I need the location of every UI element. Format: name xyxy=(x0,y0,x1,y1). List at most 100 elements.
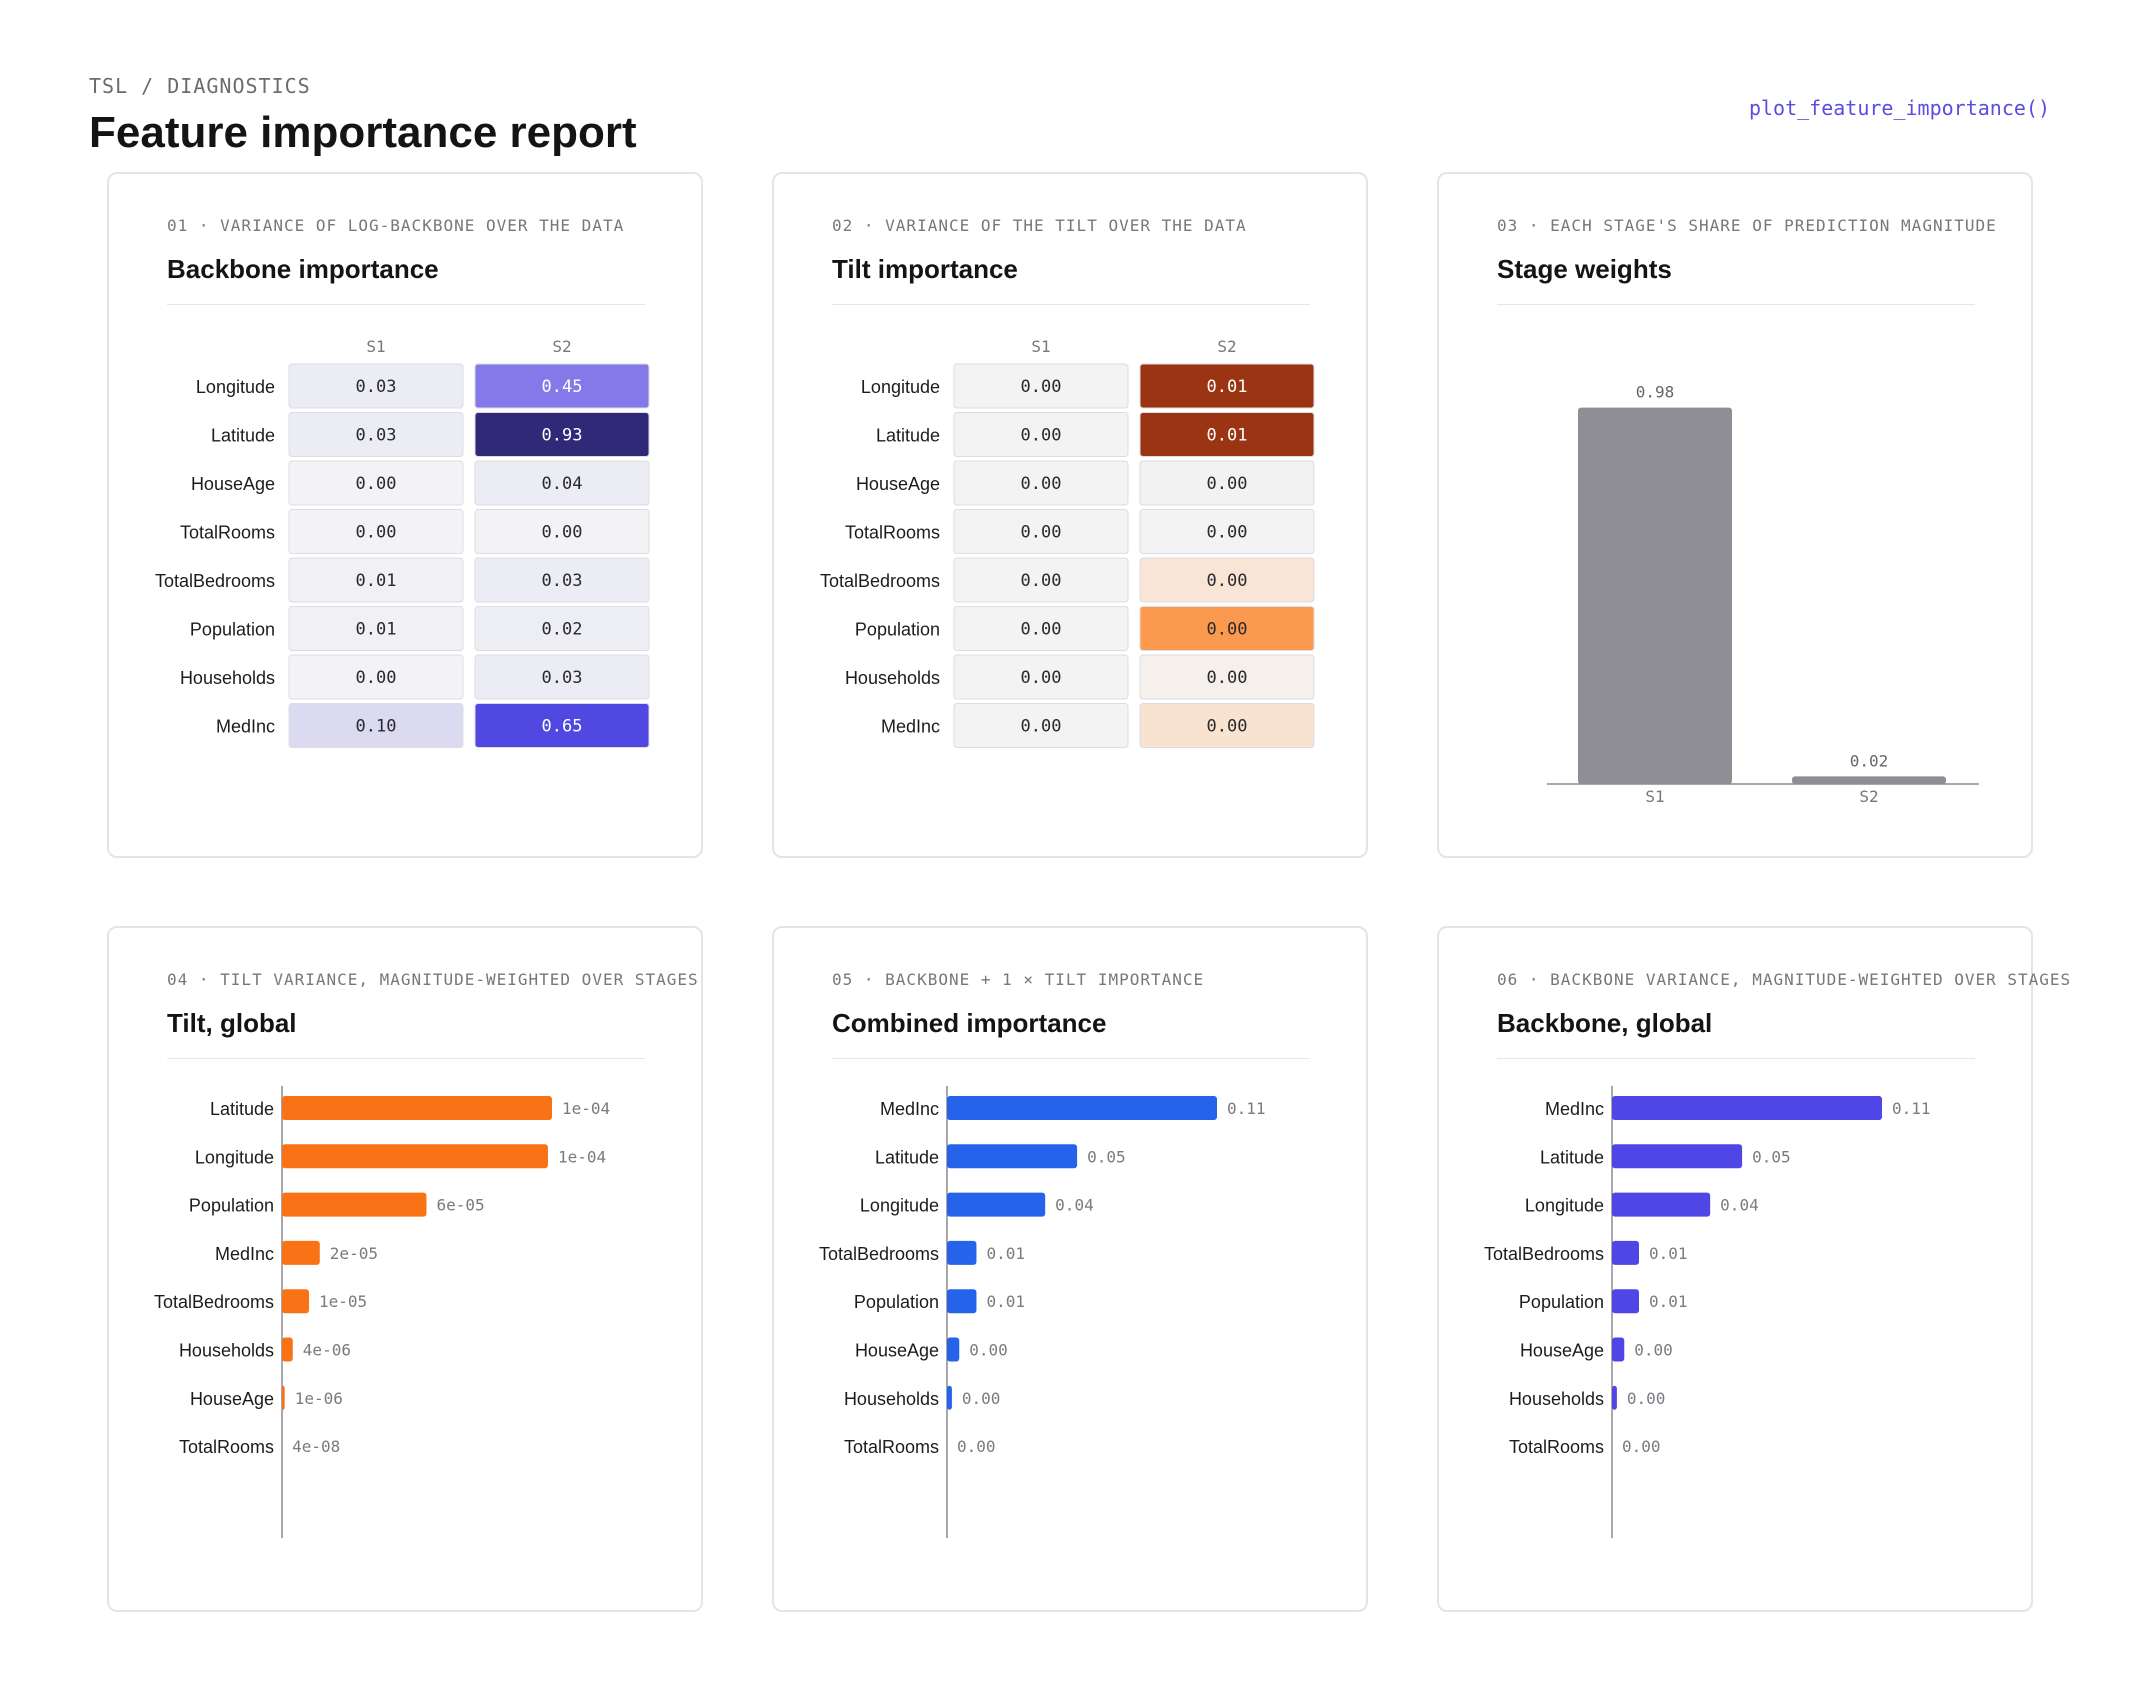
bar xyxy=(1612,1144,1743,1169)
card-title: Stage weights xyxy=(1497,254,1672,284)
bar-value-label: 0.00 xyxy=(962,1389,1001,1408)
card-stage-weights: 03 · EACH STAGE'S SHARE OF PREDICTION MA… xyxy=(1437,172,2033,858)
cell-value: 0.04 xyxy=(542,474,583,494)
divider xyxy=(832,304,1310,305)
column-label: S2 xyxy=(552,337,571,356)
heatmap-cell xyxy=(474,412,650,457)
heatmap-cell xyxy=(288,606,464,651)
bar-value-label: 0.05 xyxy=(1087,1147,1126,1166)
bar-value-label: 0.01 xyxy=(986,1244,1025,1263)
bar xyxy=(947,1240,977,1265)
heatmap-cell xyxy=(288,509,464,554)
card-subtitle: 04 · TILT VARIANCE, MAGNITUDE-WEIGHTED O… xyxy=(167,970,699,989)
heatmap-cell xyxy=(288,557,464,603)
heatmap-cell xyxy=(474,460,650,506)
bar xyxy=(282,1240,320,1265)
row-label: Longitude xyxy=(196,377,275,397)
card-subtitle: 02 · VARIANCE OF THE TILT OVER THE DATA xyxy=(832,216,1247,235)
category-label: TotalRooms xyxy=(1509,1437,1604,1457)
bar xyxy=(282,1192,427,1217)
bar-value-label: 4e-06 xyxy=(303,1341,351,1360)
bar-value-label: 0.11 xyxy=(1892,1099,1931,1118)
heatmap-cell xyxy=(1139,557,1315,603)
card-tilt-importance: 02 · VARIANCE OF THE TILT OVER THE DATA … xyxy=(772,172,1368,858)
category-label: TotalBedrooms xyxy=(1484,1244,1604,1264)
card-title: Tilt importance xyxy=(832,254,1018,284)
cell-value: 0.01 xyxy=(1207,426,1248,446)
heatmap-cell xyxy=(288,363,464,409)
row-label: Households xyxy=(180,668,275,688)
cell-value: 0.02 xyxy=(542,620,583,640)
heatmap-cell xyxy=(953,557,1129,603)
card-subtitle: 06 · BACKBONE VARIANCE, MAGNITUDE-WEIGHT… xyxy=(1497,970,2072,989)
cell-value: 0.10 xyxy=(356,717,397,737)
bar-value-label: 2e-05 xyxy=(330,1244,378,1263)
bar-value-label: 0.98 xyxy=(1636,383,1675,402)
bar-value-label: 1e-06 xyxy=(295,1389,343,1408)
category-label: HouseAge xyxy=(1520,1341,1604,1361)
card-title: Backbone, global xyxy=(1497,1008,1713,1038)
row-label: TotalRooms xyxy=(180,523,275,543)
divider xyxy=(167,304,645,305)
breadcrumb: TSL / DIAGNOSTICS xyxy=(89,74,311,98)
page-title: Feature importance report xyxy=(89,108,637,157)
function-link[interactable]: plot_feature_importance() xyxy=(1748,96,2050,120)
row-label: HouseAge xyxy=(191,474,275,494)
card-title: Combined importance xyxy=(832,1008,1107,1038)
cell-value: 0.00 xyxy=(1021,523,1062,543)
bar xyxy=(1612,1240,1639,1265)
cell-value: 0.00 xyxy=(1207,523,1248,543)
cell-value: 0.00 xyxy=(1207,571,1248,591)
heatmap-cell xyxy=(474,703,650,748)
cell-value: 0.00 xyxy=(1207,474,1248,494)
x-tick-label: S2 xyxy=(1859,787,1878,806)
category-label: TotalRooms xyxy=(179,1437,274,1457)
heatmap-cell xyxy=(953,363,1129,409)
category-label: TotalBedrooms xyxy=(154,1292,274,1312)
cell-value: 0.00 xyxy=(1021,474,1062,494)
card-subtitle: 05 · BACKBONE + 1 × TILT IMPORTANCE xyxy=(832,970,1205,989)
category-label: Latitude xyxy=(210,1099,274,1119)
column-label: S1 xyxy=(366,337,385,356)
row-label: TotalRooms xyxy=(845,523,940,543)
bar-value-label: 0.00 xyxy=(957,1437,996,1456)
bar-value-label: 0.02 xyxy=(1850,751,1889,770)
cell-value: 0.00 xyxy=(1021,620,1062,640)
category-label: Households xyxy=(844,1389,939,1409)
column-label: S1 xyxy=(1031,337,1050,356)
card-subtitle: 03 · EACH STAGE'S SHARE OF PREDICTION MA… xyxy=(1497,216,1997,235)
row-label: MedInc xyxy=(216,717,275,737)
heatmap-cell xyxy=(288,412,464,457)
bar-value-label: 0.00 xyxy=(969,1341,1008,1360)
category-label: MedInc xyxy=(1545,1099,1604,1119)
combined-importance-chart: MedInc 0.11 Latitude 0.05 Longitude 0.04 Total… xyxy=(819,1086,1266,1538)
cell-value: 0.00 xyxy=(1021,571,1062,591)
bar xyxy=(1612,1192,1711,1217)
cell-value: 0.01 xyxy=(356,620,397,640)
category-label: HouseAge xyxy=(855,1341,939,1361)
bar-value-label: 1e-04 xyxy=(562,1099,610,1118)
category-label: Latitude xyxy=(875,1147,939,1167)
bar xyxy=(282,1289,309,1314)
bar xyxy=(282,1096,552,1120)
card-subtitle: 01 · VARIANCE OF LOG-BACKBONE OVER THE D… xyxy=(167,216,625,235)
cell-value: 0.03 xyxy=(542,571,583,591)
cell-value: 0.01 xyxy=(1207,377,1248,397)
category-label: Longitude xyxy=(860,1196,939,1216)
cell-value: 0.00 xyxy=(356,668,397,688)
divider xyxy=(832,1058,1310,1059)
card-backbone-global: 06 · BACKBONE VARIANCE, MAGNITUDE-WEIGHT… xyxy=(1437,926,2070,1612)
category-label: Households xyxy=(179,1341,274,1361)
bar-value-label: 0.01 xyxy=(986,1292,1025,1311)
cell-value: 0.00 xyxy=(356,523,397,543)
cell-value: 0.00 xyxy=(1207,620,1248,640)
bar-value-label: 0.01 xyxy=(1649,1244,1688,1263)
tilt-heatmap: S1 S2 Longitude 0.00 0.01 Latitude 0.00 0.01 Hou… xyxy=(820,337,1315,748)
cell-value: 0.00 xyxy=(1207,717,1248,737)
row-label: TotalBedrooms xyxy=(820,571,940,591)
heatmap-cell xyxy=(1139,606,1315,651)
heatmap-cell xyxy=(288,460,464,506)
bar-value-label: 0.04 xyxy=(1055,1196,1094,1215)
heatmap-cell xyxy=(1139,460,1315,506)
heatmap-cell xyxy=(474,363,650,409)
